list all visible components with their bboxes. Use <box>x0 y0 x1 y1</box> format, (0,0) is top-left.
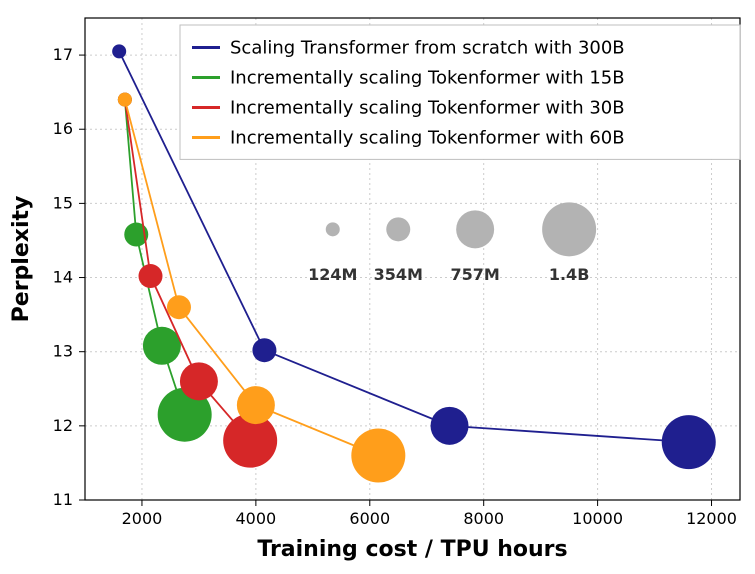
size-legend-label: 1.4B <box>549 265 590 284</box>
series-point-tokenformer60 <box>167 295 191 319</box>
size-legend-label: 124M <box>308 265 357 284</box>
legend-label: Scaling Transformer from scratch with 30… <box>230 38 625 59</box>
ytick-label: 11 <box>53 490 73 509</box>
ytick-label: 14 <box>53 268 73 287</box>
series-point-transformer300 <box>252 338 276 362</box>
y-axis-label: Perplexity <box>9 196 34 323</box>
xtick-label: 10000 <box>572 509 623 528</box>
size-legend-bubble <box>542 202 596 256</box>
series-point-transformer300 <box>431 407 469 445</box>
size-legend-bubble <box>386 217 410 241</box>
series-point-transformer300 <box>112 44 126 58</box>
perplexity-vs-cost-chart: 2000 4000 6000 8000 10000 12000 11 12 13 14 15 16 17… <box>0 0 755 574</box>
legend-label: Incrementally scaling Tokenformer with 1… <box>230 68 625 89</box>
x-axis-label: Training cost / TPU hours <box>257 537 567 562</box>
xtick-label: 8000 <box>463 509 504 528</box>
series-point-tokenformer60 <box>237 386 275 424</box>
series-point-tokenformer30 <box>180 362 218 400</box>
ytick-label: 15 <box>53 193 73 212</box>
series-point-tokenformer60 <box>118 93 132 107</box>
xtick-label: 12000 <box>686 509 737 528</box>
series-point-tokenformer15 <box>143 327 181 365</box>
ytick-label: 17 <box>53 45 73 64</box>
size-legend-label: 757M <box>450 265 499 284</box>
xtick-label: 6000 <box>349 509 390 528</box>
xtick-label: 4000 <box>236 509 277 528</box>
size-legend-bubble <box>326 222 340 236</box>
series-point-tokenformer60 <box>351 429 405 483</box>
chart-svg: 2000 4000 6000 8000 10000 12000 11 12 13 14 15 16 17… <box>0 0 755 574</box>
size-legend-label: 354M <box>374 265 423 284</box>
legend-label: Incrementally scaling Tokenformer with 3… <box>230 98 625 119</box>
series-point-transformer300 <box>662 415 716 469</box>
xtick-label: 2000 <box>122 509 163 528</box>
ytick-label: 13 <box>53 342 73 361</box>
ytick-label: 12 <box>53 416 73 435</box>
legend-label: Incrementally scaling Tokenformer with 6… <box>230 128 625 149</box>
ytick-label: 16 <box>53 119 73 138</box>
size-legend-bubble <box>456 210 494 248</box>
series-point-tokenformer30 <box>139 264 163 288</box>
